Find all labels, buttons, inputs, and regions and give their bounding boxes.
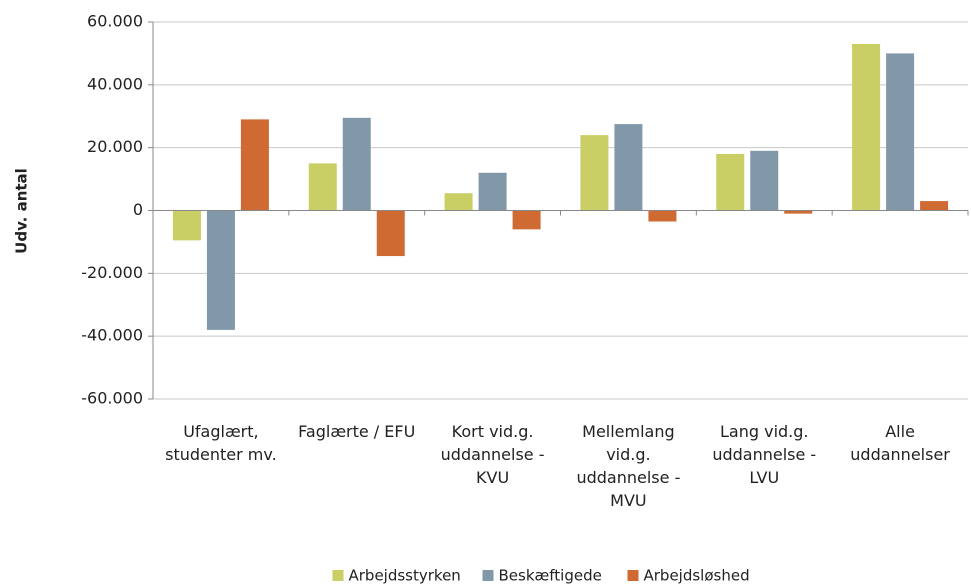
bar xyxy=(852,43,881,211)
x-tick-label: Ufaglært, studenter mv. xyxy=(165,422,277,464)
x-tick-label: Alle uddannelser xyxy=(850,422,950,464)
bar xyxy=(478,172,507,211)
bar xyxy=(580,135,609,211)
y-tick-label: -60.000 xyxy=(81,389,143,408)
legend-swatch xyxy=(627,570,639,581)
legend-label: Arbejdsløshed xyxy=(644,567,750,585)
bar xyxy=(206,210,235,330)
bar xyxy=(308,163,337,211)
x-tick-label: Kort vid.g. uddannelse - KVU xyxy=(440,422,545,487)
bar xyxy=(376,210,405,257)
legend-swatch xyxy=(482,570,494,581)
legend-swatch xyxy=(332,570,344,581)
y-tick-label: 0 xyxy=(133,200,143,219)
y-axis-label: Udv. antal xyxy=(13,168,31,254)
bar xyxy=(342,117,371,211)
bar xyxy=(750,150,779,211)
bar xyxy=(240,119,269,211)
x-tick-label: Mellemlang vid.g. uddannelse - MVU xyxy=(576,422,681,510)
bar xyxy=(716,153,745,211)
legend-label: Arbejdsstyrken xyxy=(349,567,461,585)
y-tick-label: -40.000 xyxy=(81,326,143,345)
bar xyxy=(512,210,541,230)
bar xyxy=(444,193,473,211)
bar xyxy=(784,210,813,214)
x-tick-label: Lang vid.g. uddannelse - LVU xyxy=(712,422,817,487)
y-tick-label: 20.000 xyxy=(87,137,143,156)
bar xyxy=(648,210,677,222)
y-tick-label: 40.000 xyxy=(87,74,143,93)
y-tick-label: -20.000 xyxy=(81,263,143,282)
x-tick-label: Faglærte / EFU xyxy=(298,422,416,441)
bar xyxy=(614,124,643,211)
bar xyxy=(886,53,915,211)
bar xyxy=(920,201,949,211)
legend-label: Beskæftigede xyxy=(499,567,602,585)
bar xyxy=(172,210,201,241)
y-tick-label: 60.000 xyxy=(87,12,143,31)
